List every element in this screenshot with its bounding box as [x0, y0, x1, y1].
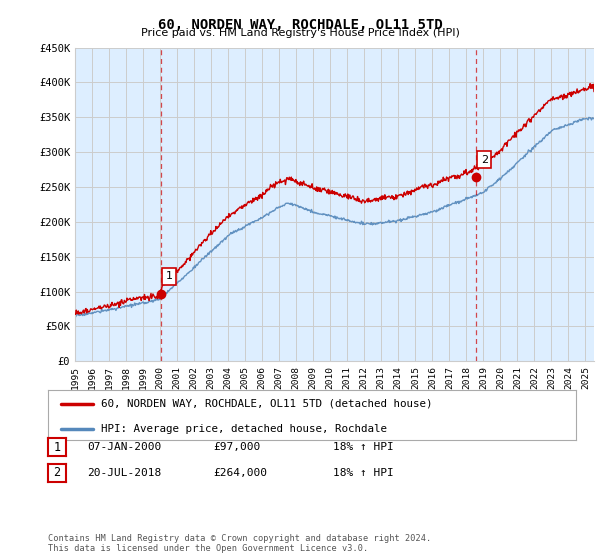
Text: £264,000: £264,000	[213, 468, 267, 478]
Text: 2: 2	[481, 155, 488, 165]
Text: 60, NORDEN WAY, ROCHDALE, OL11 5TD: 60, NORDEN WAY, ROCHDALE, OL11 5TD	[158, 18, 442, 32]
Text: HPI: Average price, detached house, Rochdale: HPI: Average price, detached house, Roch…	[101, 424, 387, 434]
Text: 1: 1	[53, 441, 61, 454]
Text: Contains HM Land Registry data © Crown copyright and database right 2024.
This d: Contains HM Land Registry data © Crown c…	[48, 534, 431, 553]
Text: Price paid vs. HM Land Registry's House Price Index (HPI): Price paid vs. HM Land Registry's House …	[140, 28, 460, 38]
Text: 18% ↑ HPI: 18% ↑ HPI	[333, 442, 394, 452]
Text: 18% ↑ HPI: 18% ↑ HPI	[333, 468, 394, 478]
Text: £97,000: £97,000	[213, 442, 260, 452]
Text: 1: 1	[166, 271, 173, 281]
Text: 07-JAN-2000: 07-JAN-2000	[87, 442, 161, 452]
Text: 2: 2	[53, 466, 61, 479]
Text: 60, NORDEN WAY, ROCHDALE, OL11 5TD (detached house): 60, NORDEN WAY, ROCHDALE, OL11 5TD (deta…	[101, 399, 432, 409]
Text: 20-JUL-2018: 20-JUL-2018	[87, 468, 161, 478]
